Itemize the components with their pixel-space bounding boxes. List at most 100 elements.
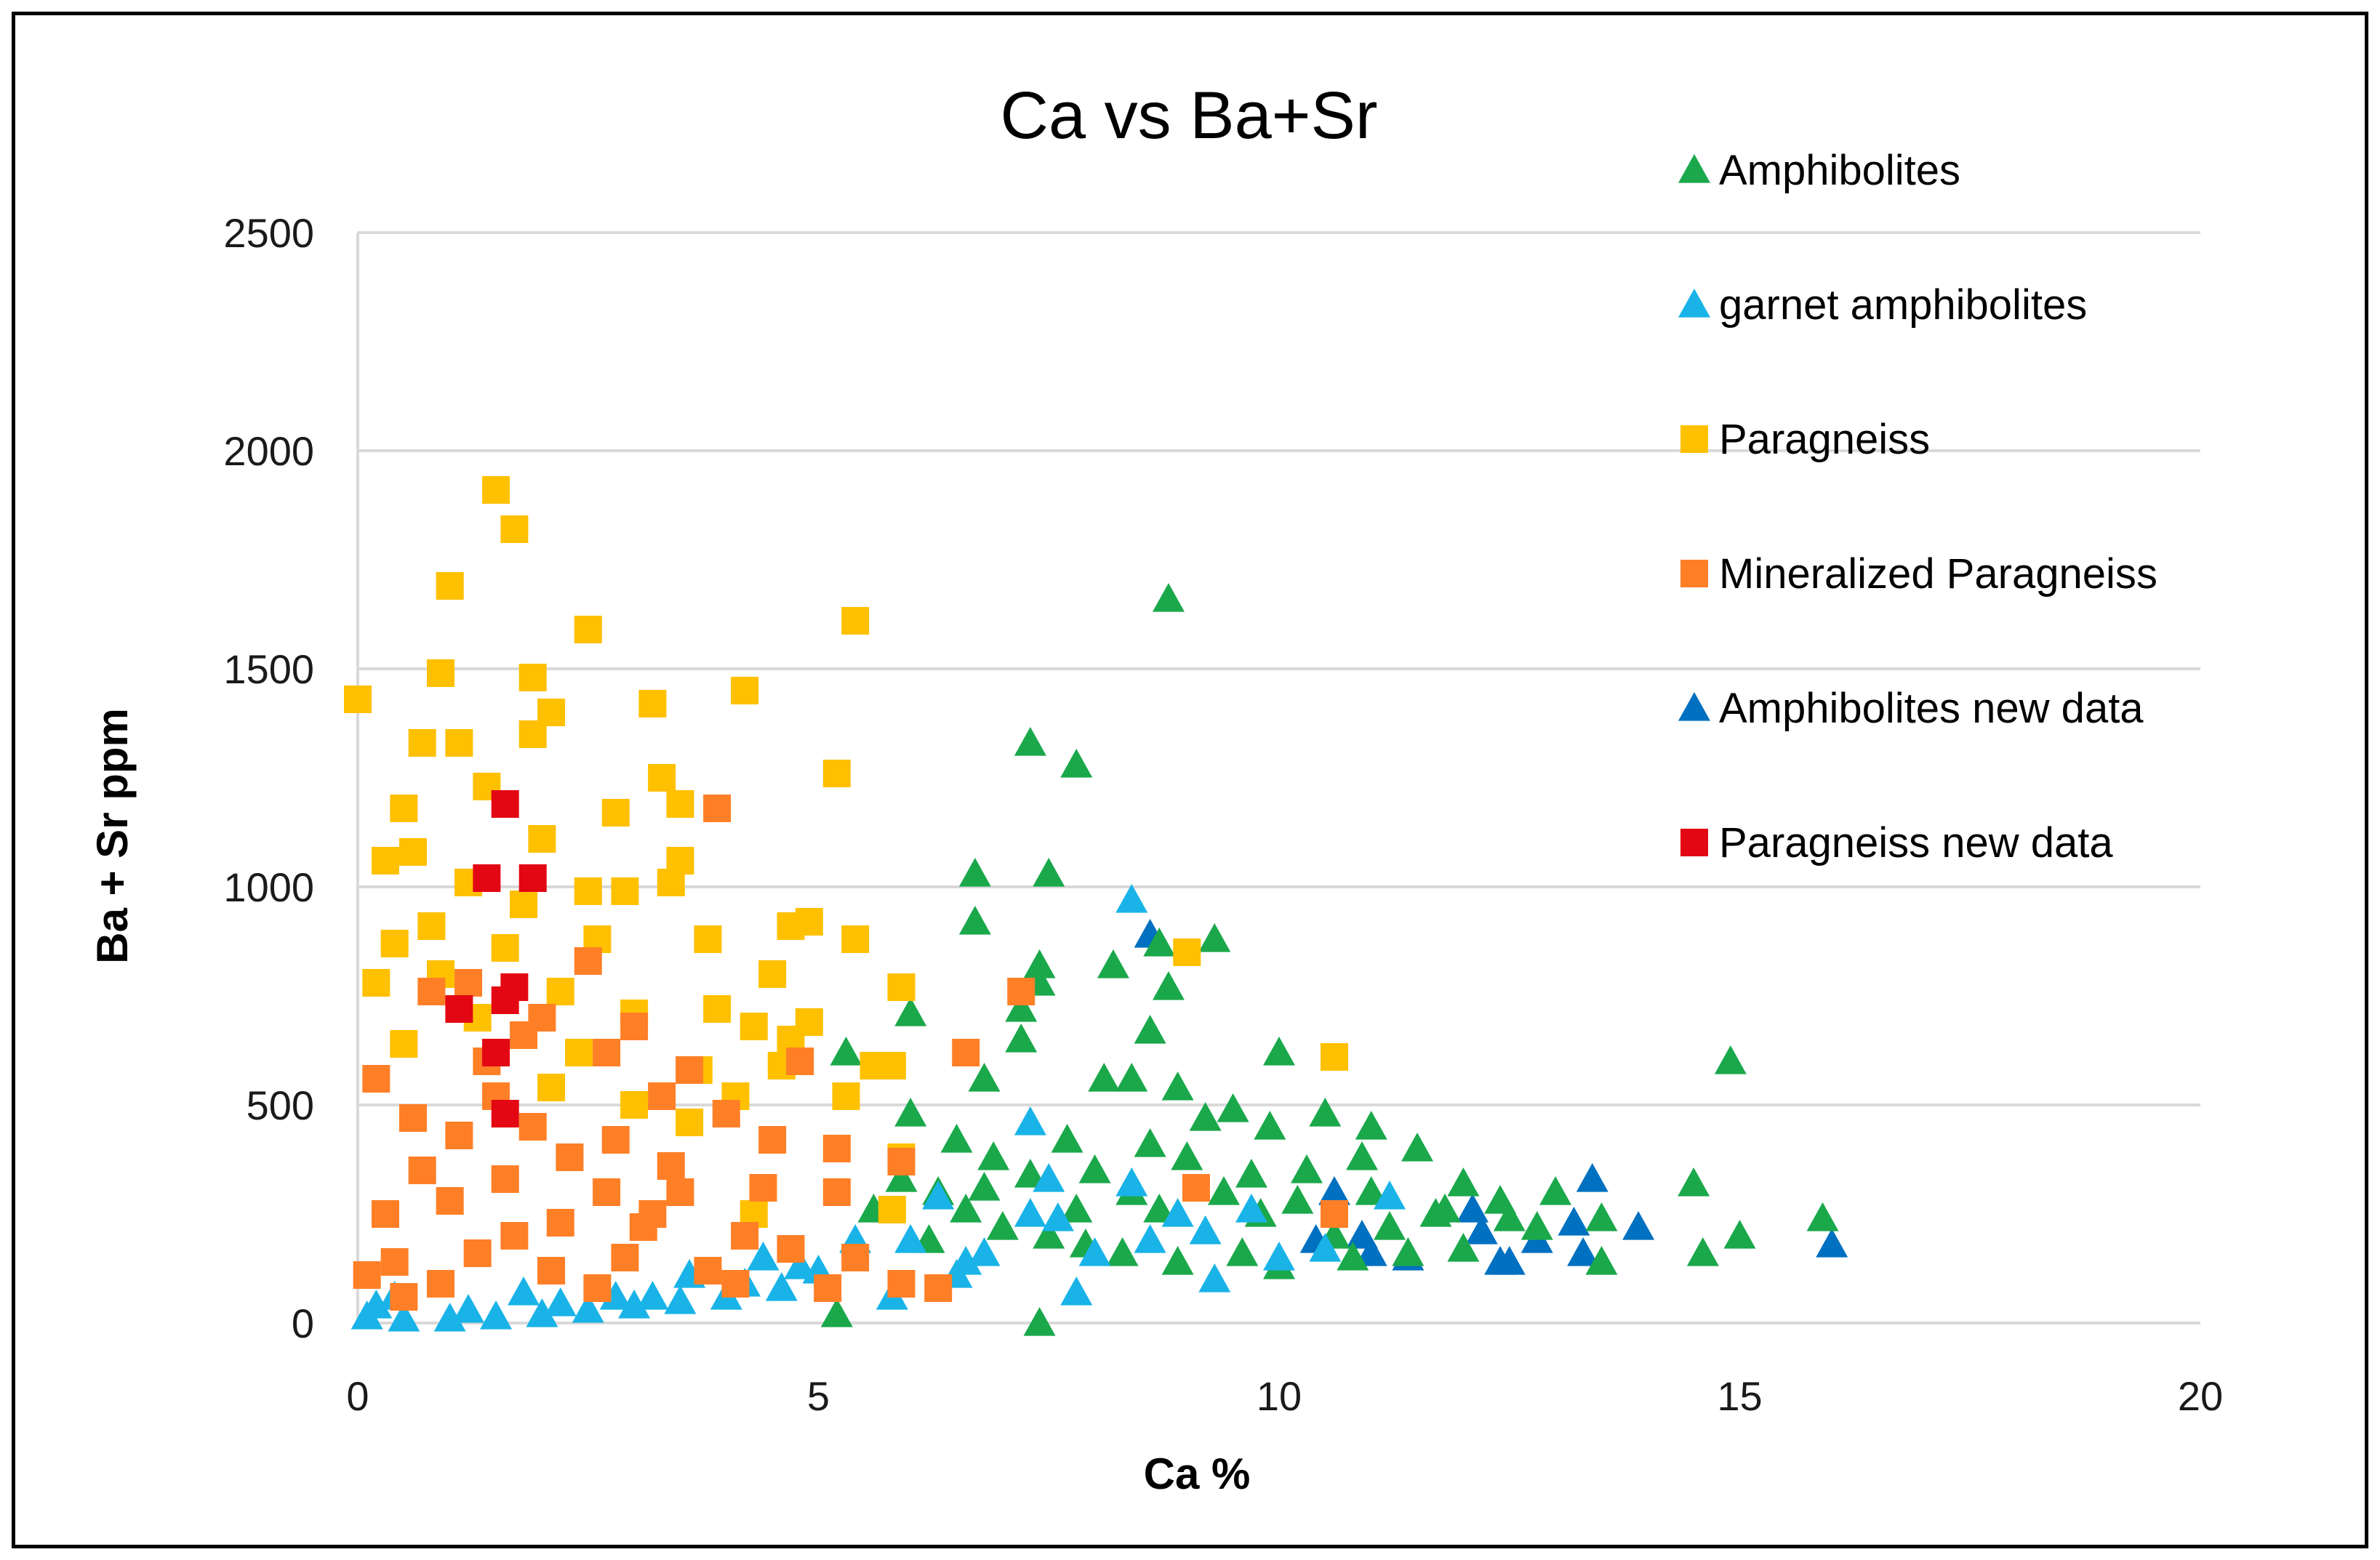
- data-point: [636, 1281, 669, 1310]
- data-point: [1014, 727, 1046, 756]
- data-point: [537, 1074, 566, 1101]
- data-point: [518, 720, 547, 748]
- data-point: [583, 1274, 612, 1302]
- data-point: [1060, 1276, 1093, 1306]
- data-point: [1014, 1159, 1046, 1188]
- legend-marker: [1678, 692, 1710, 721]
- y-tick-label: 1000: [223, 864, 314, 910]
- data-point: [482, 476, 510, 504]
- data-point: [1355, 1176, 1387, 1205]
- x-tick-label: 10: [1257, 1373, 1302, 1419]
- data-point: [1152, 583, 1185, 612]
- data-point: [977, 1141, 1010, 1170]
- data-point: [1060, 1194, 1093, 1223]
- data-point: [445, 729, 473, 757]
- data-point: [445, 995, 473, 1023]
- data-point: [390, 1283, 418, 1311]
- data-point: [922, 1181, 955, 1210]
- data-points: [344, 476, 1848, 1336]
- data-point: [1033, 858, 1065, 887]
- data-point: [887, 1270, 915, 1298]
- data-point: [1134, 1128, 1166, 1157]
- data-point: [1346, 1141, 1379, 1170]
- data-point: [500, 1222, 529, 1250]
- data-point: [664, 1285, 697, 1314]
- data-point: [1235, 1194, 1267, 1223]
- data-point: [968, 1172, 1001, 1201]
- x-tick-labels: 0 5 10 15 20: [346, 1373, 2223, 1419]
- data-point: [721, 1270, 750, 1298]
- data-point: [1355, 1111, 1387, 1140]
- data-point: [508, 1276, 540, 1306]
- data-point: [518, 864, 547, 892]
- data-point: [491, 934, 519, 962]
- data-point: [784, 1250, 817, 1279]
- data-point: [408, 1157, 436, 1184]
- data-point: [1134, 1224, 1166, 1253]
- data-point: [1226, 1237, 1259, 1266]
- legend-label: garnet amphibolites: [1719, 281, 2087, 329]
- data-point: [1539, 1176, 1572, 1205]
- series-5-points: [445, 790, 547, 1127]
- data-point: [1161, 1072, 1194, 1101]
- data-point: [894, 1098, 927, 1127]
- data-point: [601, 799, 630, 827]
- data-point: [1723, 1220, 1756, 1249]
- data-point: [1309, 1233, 1342, 1262]
- data-point: [1060, 749, 1093, 778]
- data-point: [1097, 949, 1129, 978]
- data-point: [712, 1100, 740, 1127]
- data-point: [390, 1030, 418, 1058]
- data-point: [1115, 1167, 1148, 1197]
- data-point: [556, 1143, 584, 1171]
- data-point: [822, 760, 851, 787]
- data-point: [1182, 1174, 1210, 1202]
- data-point: [1198, 923, 1231, 952]
- data-point: [544, 1287, 577, 1316]
- data-point: [491, 790, 519, 818]
- y-tick-label: 2000: [223, 428, 314, 474]
- data-point: [1115, 884, 1148, 913]
- data-point: [1189, 1215, 1222, 1245]
- data-point: [1041, 1202, 1074, 1231]
- data-point: [1173, 938, 1201, 966]
- data-point: [380, 1248, 409, 1276]
- data-point: [878, 1052, 906, 1079]
- data-point: [1005, 993, 1038, 1022]
- data-point: [1457, 1194, 1489, 1223]
- data-point: [620, 1091, 649, 1119]
- data-point: [1429, 1194, 1462, 1223]
- data-point: [593, 1178, 621, 1206]
- y-tick-label: 0: [292, 1300, 314, 1346]
- axes: [356, 233, 2200, 1324]
- data-point: [777, 912, 805, 940]
- data-point: [703, 995, 732, 1023]
- data-point: [427, 659, 455, 687]
- data-point: [841, 925, 870, 953]
- data-point: [740, 1013, 768, 1040]
- data-point: [1346, 1220, 1379, 1249]
- data-point: [380, 930, 409, 957]
- data-point: [611, 877, 639, 905]
- data-point: [1281, 1185, 1314, 1214]
- data-point: [1217, 1093, 1249, 1122]
- data-point: [454, 969, 483, 997]
- data-point: [1189, 1102, 1222, 1131]
- data-point: [666, 1178, 694, 1206]
- data-point: [657, 869, 685, 896]
- data-point: [1374, 1181, 1406, 1210]
- data-point: [832, 1082, 860, 1110]
- legend-marker: [1678, 154, 1710, 183]
- data-point: [436, 572, 464, 600]
- data-point: [1447, 1233, 1480, 1262]
- data-point: [372, 1200, 400, 1228]
- data-point: [1263, 1242, 1295, 1271]
- data-point: [894, 1224, 927, 1253]
- data-point: [950, 1246, 982, 1275]
- data-point: [1115, 1063, 1148, 1092]
- data-point: [747, 1242, 780, 1271]
- data-point: [1493, 1246, 1526, 1275]
- data-point: [841, 1244, 870, 1271]
- data-point: [1816, 1229, 1848, 1258]
- data-point: [510, 890, 538, 918]
